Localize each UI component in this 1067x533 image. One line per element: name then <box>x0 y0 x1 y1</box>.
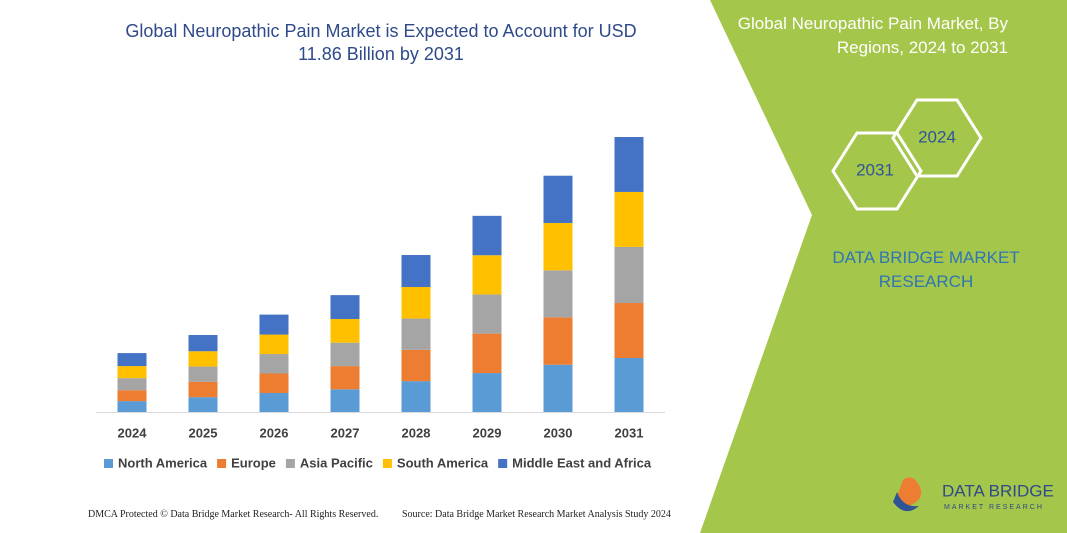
bar-segment <box>259 373 289 393</box>
hexagon-label: 2031 <box>856 160 894 179</box>
x-tick-label: 2030 <box>544 425 573 440</box>
side-title: Global Neuropathic Pain Market, By Regio… <box>737 14 1008 57</box>
legend-label: Asia Pacific <box>300 455 373 470</box>
x-tick-label: 2028 <box>402 425 431 440</box>
bar-segment <box>543 270 573 318</box>
bar-segment <box>472 373 502 412</box>
side-background <box>700 0 1067 533</box>
legend-label: South America <box>397 455 489 470</box>
legend-swatch <box>104 459 113 468</box>
bar-segment <box>117 401 147 412</box>
legend-swatch <box>382 459 392 468</box>
bar-segment <box>259 392 289 412</box>
bar-segment <box>259 334 289 355</box>
bar-segment <box>330 342 360 367</box>
bar-segment <box>188 351 218 367</box>
legend-label: North America <box>118 455 208 470</box>
bar-segment <box>614 357 644 412</box>
legend-label: Europe <box>231 455 276 470</box>
x-tick-label: 2029 <box>473 425 502 440</box>
bar-segment <box>117 366 147 379</box>
bar-segment <box>330 295 360 320</box>
logo-mark <box>893 492 919 512</box>
chart-title: Global Neuropathic Pain Market is Expect… <box>125 21 637 64</box>
bar-segment <box>188 366 218 382</box>
bar-segment <box>472 294 502 334</box>
bar-segment <box>401 349 431 382</box>
bar-segment <box>401 255 431 288</box>
x-tick-label: 2027 <box>331 425 360 440</box>
footer-copyright: DMCA Protected © Data Bridge Market Rese… <box>88 509 379 520</box>
bar-segment <box>117 390 147 402</box>
bar-segment <box>188 335 218 352</box>
footer-source: Source: Data Bridge Market Research Mark… <box>402 509 671 520</box>
bar-segment <box>259 314 289 335</box>
hexagon <box>891 98 983 178</box>
side-brand: DATA BRIDGE MARKET RESEARCH <box>832 248 1020 291</box>
bar-segment <box>472 215 502 256</box>
bar-segment <box>117 378 147 391</box>
bar-segment <box>401 287 431 319</box>
bar-segment <box>401 318 431 350</box>
bar-segment <box>330 366 360 390</box>
bar-segment <box>614 191 644 247</box>
bar-segment <box>543 317 573 365</box>
x-tick-label: 2024 <box>118 425 148 440</box>
bar-segment <box>543 175 573 224</box>
bar-segment <box>188 397 218 412</box>
bar-segment <box>401 381 431 412</box>
legend-swatch <box>217 459 227 468</box>
bar-segment <box>117 353 147 367</box>
bar-segment <box>614 137 644 192</box>
logo-name: DATA BRIDGE <box>942 481 1054 500</box>
x-tick-label: 2025 <box>189 425 218 440</box>
hexagon <box>831 131 923 211</box>
x-tick-label: 2026 <box>260 425 289 440</box>
bar-segment <box>543 364 573 412</box>
legend-label: Middle East and Africa <box>512 455 652 470</box>
logo-tagline: MARKET RESEARCH <box>944 504 1044 511</box>
legend-swatch <box>285 459 295 468</box>
bar-segment <box>188 381 218 398</box>
hexagon-label: 2024 <box>918 127 956 146</box>
bar-segment <box>472 333 502 374</box>
bar-segment <box>259 354 289 374</box>
logo-mark <box>895 477 922 507</box>
bar-segment <box>543 223 573 271</box>
bar-segment <box>472 255 502 295</box>
x-tick-label: 2031 <box>615 425 644 440</box>
bar-segment <box>614 303 644 358</box>
bar-segment <box>330 389 360 412</box>
bar-segment <box>614 246 644 304</box>
bar-segment <box>330 319 360 343</box>
legend-swatch <box>498 459 508 468</box>
